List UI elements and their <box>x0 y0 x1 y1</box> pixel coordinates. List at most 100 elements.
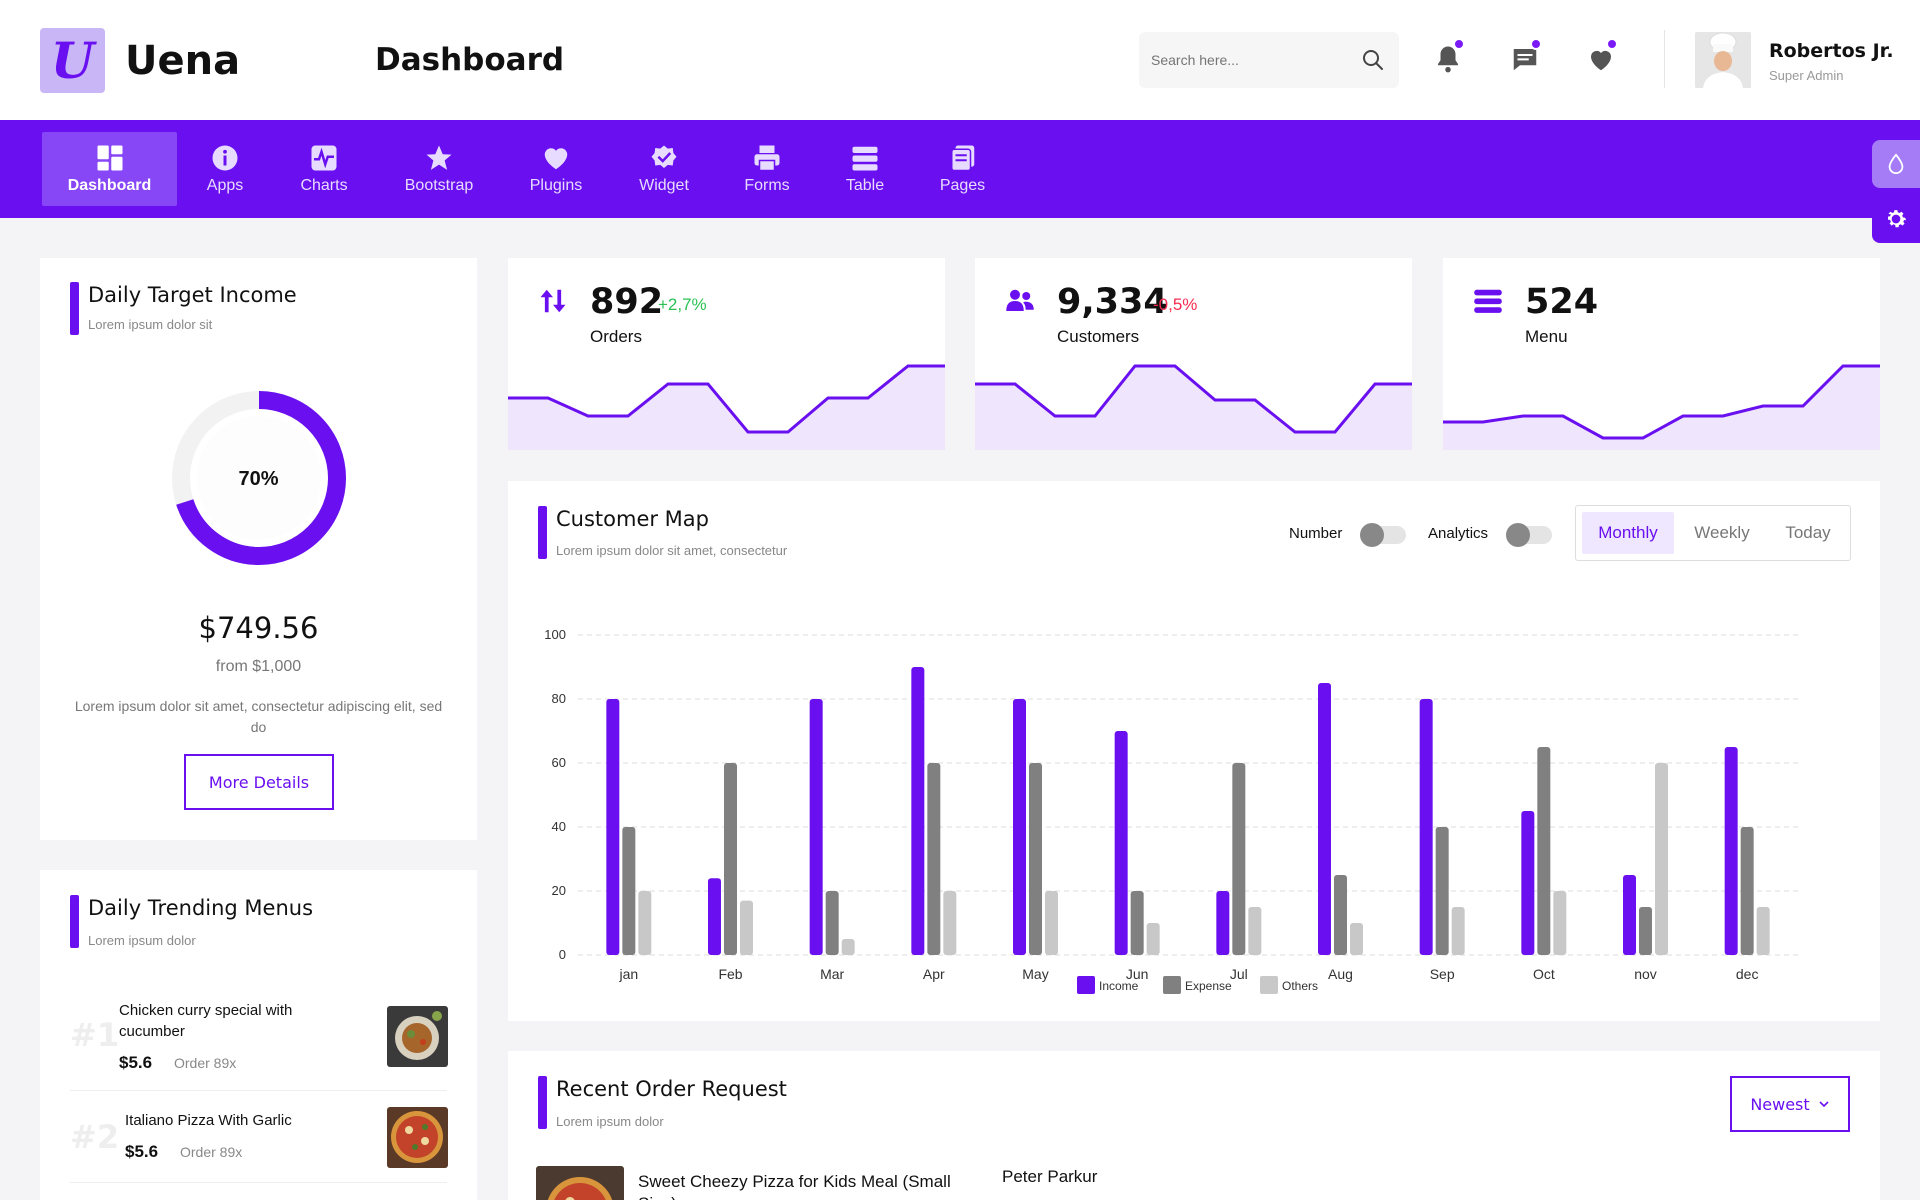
header-divider <box>1664 30 1665 88</box>
nav-item-forms[interactable]: Forms <box>732 132 802 206</box>
droplet-icon <box>1888 153 1904 175</box>
legend-label: Expense <box>1185 979 1232 993</box>
x-tick-label: Feb <box>718 966 742 982</box>
menu-name: Italiano Pizza With Garlic <box>125 1112 292 1129</box>
bar-expense <box>1232 763 1246 955</box>
settings-tab[interactable] <box>1872 195 1920 243</box>
x-tick-label: Sep <box>1430 966 1455 982</box>
bar-expense <box>1537 747 1551 955</box>
x-tick-label: Jun <box>1126 966 1149 982</box>
bar-others <box>1146 923 1160 955</box>
tab-monthly[interactable]: Monthly <box>1582 512 1674 554</box>
customer-bar-chart: 0 20 40 60 80 100 jan Feb Mar Apr May Jun Jul Aug Sep O… <box>544 627 1798 994</box>
sort-dropdown[interactable]: Newest <box>1730 1076 1850 1132</box>
info-icon <box>212 145 238 171</box>
legend-swatch <box>1077 976 1095 994</box>
favorite-dot <box>1606 38 1618 50</box>
chef-avatar-icon <box>1695 32 1751 88</box>
stat-label: Orders <box>590 327 642 346</box>
card-subtitle: Lorem ipsum dolor <box>556 1114 664 1129</box>
title-accent <box>538 506 547 559</box>
toggle-number-label: Number <box>1289 525 1343 542</box>
menu-rank: #2 <box>70 1118 120 1156</box>
top-header: U Uena Dashboard Robertos Jr. <box>0 0 1920 120</box>
star-icon <box>426 145 452 170</box>
table-rows-icon <box>852 146 878 171</box>
logo-letter: U <box>50 31 95 90</box>
page-title: Dashboard <box>375 42 565 78</box>
user-name[interactable]: Robertos Jr. <box>1769 40 1894 62</box>
search-input[interactable] <box>1151 32 1351 88</box>
x-tick-label: jan <box>618 966 638 982</box>
app-logo[interactable]: U <box>40 28 105 93</box>
menu-rank: #1 <box>70 1016 120 1054</box>
nav-item-table[interactable]: Table <box>830 132 900 206</box>
bar-income <box>1521 811 1535 955</box>
nav-item-plugins[interactable]: Plugins <box>516 132 596 206</box>
message-icon[interactable] <box>1510 44 1540 74</box>
menu-orders: Order 89x <box>174 1055 237 1071</box>
user-role: Super Admin <box>1769 68 1844 83</box>
more-details-button[interactable]: More Details <box>184 754 334 810</box>
nav-item-pages[interactable]: Pages <box>925 132 1000 206</box>
nav-label: Widget <box>639 177 689 194</box>
heart-icon <box>544 148 568 170</box>
bar-expense <box>1639 907 1652 955</box>
bar-expense <box>1130 891 1144 955</box>
x-tick-label: Aug <box>1328 966 1353 982</box>
recent-orders-card: Recent Order Request Lorem ipsum dolor N… <box>508 1051 1880 1200</box>
app-name: Uena <box>125 38 241 84</box>
x-tick-label: Jul <box>1230 966 1248 982</box>
bell-icon[interactable] <box>1433 44 1463 74</box>
nav-label: Forms <box>744 177 790 194</box>
menu-price: $5.6 <box>119 1053 153 1072</box>
bar-others <box>638 891 652 955</box>
legend-swatch <box>1163 976 1181 994</box>
avatar[interactable] <box>1695 32 1751 88</box>
card-subtitle: Lorem ipsum dolor sit <box>88 317 213 332</box>
bar-income <box>1216 891 1230 955</box>
stat-card-customers: 9,334 -0,5% Customers <box>975 258 1412 450</box>
x-tick-label: Oct <box>1533 966 1555 982</box>
card-title: Customer Map <box>556 507 709 531</box>
pulse-chart-icon <box>311 145 337 171</box>
chevron-down-icon <box>1819 1101 1829 1108</box>
analytics-toggle[interactable] <box>1506 523 1552 547</box>
search-icon[interactable] <box>1361 48 1385 72</box>
menu-name: Chicken curry special with cucumber <box>119 1002 293 1040</box>
tab-today[interactable]: Today <box>1785 523 1831 542</box>
menu-photo <box>387 1006 448 1067</box>
pages-icon <box>950 145 974 172</box>
daily-target-card: Daily Target Income Lorem ipsum dolor si… <box>40 258 477 840</box>
y-tick-label: 100 <box>544 627 566 642</box>
stat-value: 9,334 <box>1057 282 1168 322</box>
target-donut <box>172 391 346 565</box>
title-accent <box>70 895 79 948</box>
nav-label: Dashboard <box>67 177 152 194</box>
nav-item-bootstrap[interactable]: Bootstrap <box>394 132 484 206</box>
number-toggle[interactable] <box>1360 523 1406 547</box>
customers-sparkline <box>975 364 1412 450</box>
bar-expense <box>724 763 737 955</box>
pizza-icon <box>536 1166 624 1200</box>
nav-item-apps[interactable]: Apps <box>190 132 260 206</box>
stat-label: Menu <box>1525 327 1568 346</box>
x-tick-label: Mar <box>820 966 844 982</box>
order-customer: Peter Parkur <box>1002 1167 1098 1186</box>
stat-label: Customers <box>1057 327 1140 346</box>
heart-icon[interactable] <box>1586 44 1616 74</box>
arrows-up-down-icon <box>540 289 566 313</box>
card-title: Daily Trending Menus <box>88 896 314 920</box>
bar-income <box>1724 747 1738 955</box>
check-badge-icon <box>651 145 677 168</box>
tab-weekly[interactable]: Weekly <box>1694 523 1750 542</box>
theme-color-tab[interactable] <box>1872 140 1920 188</box>
nav-item-charts[interactable]: Charts <box>284 132 364 206</box>
nav-item-dashboard[interactable]: Dashboard <box>42 132 177 206</box>
stat-card-orders: 892 +2,7% Orders <box>508 258 945 450</box>
bar-others <box>740 900 753 955</box>
stat-change: +2,7% <box>658 295 707 314</box>
x-tick-label: May <box>1022 966 1048 982</box>
nav-item-widget[interactable]: Widget <box>624 132 704 206</box>
gear-icon <box>1887 210 1907 228</box>
